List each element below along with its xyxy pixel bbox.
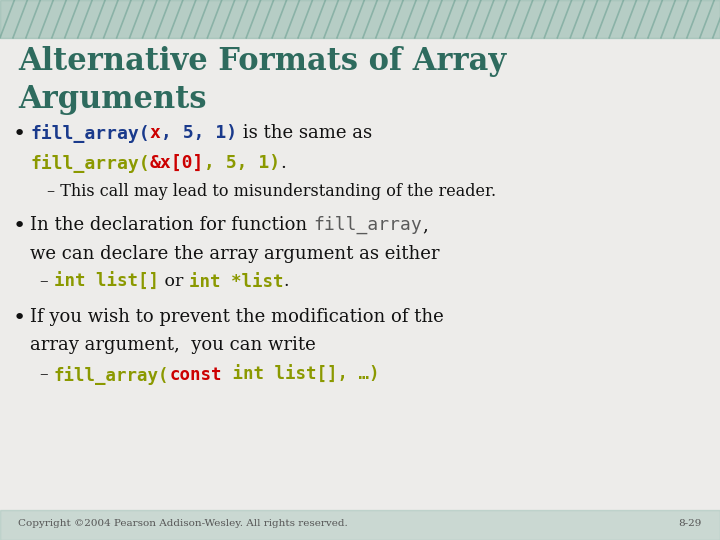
Text: fill_array: fill_array <box>313 216 422 234</box>
Text: .: . <box>283 273 289 290</box>
Text: – This call may lead to misunderstanding of the reader.: – This call may lead to misunderstanding… <box>47 183 496 199</box>
Text: , 5, 1): , 5, 1) <box>204 154 280 172</box>
Text: If you wish to prevent the modification of the: If you wish to prevent the modification … <box>30 308 444 326</box>
Text: •: • <box>13 124 26 144</box>
Text: , 5, 1): , 5, 1) <box>161 124 237 142</box>
Text: x: x <box>150 124 161 142</box>
Text: .: . <box>280 154 287 172</box>
Text: int list[]: int list[] <box>54 273 158 291</box>
Bar <box>0 0 720 38</box>
Text: int *list: int *list <box>189 273 283 291</box>
Text: •: • <box>13 308 26 328</box>
Text: fill_array(: fill_array( <box>30 154 150 173</box>
Bar <box>0 510 720 540</box>
Text: we can declare the array argument as either: we can declare the array argument as eit… <box>30 245 440 262</box>
Text: –: – <box>40 273 54 290</box>
Text: Arguments: Arguments <box>18 84 207 114</box>
Text: 8-29: 8-29 <box>679 519 702 528</box>
Text: ,: , <box>422 216 428 234</box>
Text: fill_array(: fill_array( <box>30 124 150 143</box>
Text: Alternative Formats of Array: Alternative Formats of Array <box>18 46 506 77</box>
Text: In the declaration for function: In the declaration for function <box>30 216 313 234</box>
Text: int list[], …): int list[], …) <box>222 366 379 383</box>
Text: Copyright ©2004 Pearson Addison-Wesley. All rights reserved.: Copyright ©2004 Pearson Addison-Wesley. … <box>18 519 348 528</box>
Text: •: • <box>13 216 26 236</box>
Text: const: const <box>169 366 222 383</box>
Text: &x[0]: &x[0] <box>150 154 204 172</box>
Text: fill_array(: fill_array( <box>54 366 169 384</box>
Text: array argument,  you can write: array argument, you can write <box>30 336 316 354</box>
Text: –: – <box>40 366 54 382</box>
Text: is the same as: is the same as <box>237 124 372 142</box>
Text: or: or <box>158 273 189 290</box>
